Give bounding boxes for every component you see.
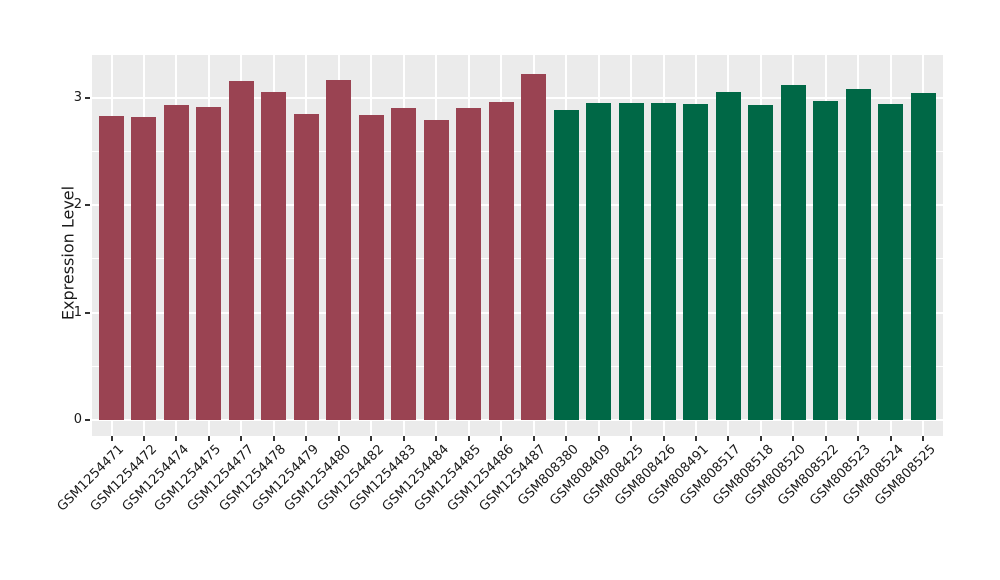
bar-GSM808426	[651, 102, 677, 420]
x-axis-tick	[597, 436, 600, 441]
x-axis-tick	[662, 436, 665, 441]
bar-GSM808409	[586, 102, 612, 420]
x-axis-tick	[370, 436, 373, 441]
bar-GSM808522	[813, 100, 839, 420]
y-tick-label: 0	[73, 412, 82, 427]
bar-GSM1254480	[326, 80, 352, 420]
x-axis-tick	[175, 436, 178, 441]
x-axis-tick	[889, 436, 892, 441]
y-axis-tick	[85, 311, 90, 314]
x-axis-tick	[727, 436, 730, 441]
minor-gridline	[92, 258, 943, 260]
x-axis-tick	[142, 436, 145, 441]
x-axis-tick	[305, 436, 308, 441]
x-axis-tick	[402, 436, 405, 441]
x-axis-tick	[694, 436, 697, 441]
bar-GSM1254471	[99, 115, 124, 420]
bar-GSM808525	[910, 93, 936, 420]
x-axis-tick	[857, 436, 860, 441]
bar-GSM808380	[553, 110, 579, 420]
y-tick-label: 1	[73, 304, 82, 320]
y-axis-tick	[85, 204, 90, 206]
y-axis-tick	[85, 96, 90, 99]
bar-GSM808491	[683, 103, 709, 420]
y-tick-label: 3	[73, 89, 82, 105]
x-axis-tick	[824, 436, 827, 441]
major-gridline	[92, 311, 943, 314]
bar-GSM1254487	[521, 73, 547, 420]
x-axis-tick	[792, 436, 795, 441]
x-axis-tick	[110, 436, 113, 441]
x-axis-tick	[630, 436, 633, 441]
x-axis-tick	[467, 436, 470, 441]
y-tick-label: 2	[73, 197, 82, 212]
bar-GSM1254478	[261, 92, 287, 420]
x-axis-tick	[240, 436, 243, 441]
x-axis-tick	[759, 436, 762, 441]
bar-GSM808523	[845, 88, 871, 420]
bar-GSM1254482	[358, 114, 384, 420]
x-axis-tick	[500, 436, 503, 441]
bar-GSM1254484	[423, 120, 449, 420]
bar-GSM1254477	[228, 81, 254, 420]
minor-gridline	[92, 365, 943, 367]
y-axis-tick	[85, 419, 90, 421]
plot-panel	[92, 55, 943, 436]
bar-GSM808517	[715, 92, 741, 420]
bar-GSM1254474	[163, 105, 189, 420]
major-gridline	[92, 419, 943, 421]
x-axis-tick	[565, 436, 568, 441]
x-axis-tick	[272, 436, 275, 441]
bar-GSM1254486	[488, 101, 514, 420]
bar-GSM808520	[780, 84, 806, 420]
x-axis-tick	[532, 436, 535, 441]
bar-GSM1254475	[196, 107, 222, 420]
x-axis-tick	[207, 436, 210, 441]
minor-gridline	[92, 150, 943, 152]
major-gridline	[92, 204, 943, 206]
bar-GSM1254472	[131, 116, 157, 420]
x-axis-tick	[435, 436, 438, 441]
bar-GSM808524	[878, 103, 904, 420]
major-gridline	[92, 96, 943, 99]
bar-GSM1254479	[293, 113, 319, 420]
bar-GSM1254485	[456, 108, 482, 420]
x-axis-tick	[337, 436, 340, 441]
bar-GSM1254483	[391, 108, 417, 420]
x-axis-tick	[922, 436, 925, 441]
bar-GSM808425	[618, 102, 644, 420]
bar-GSM808518	[748, 105, 774, 420]
